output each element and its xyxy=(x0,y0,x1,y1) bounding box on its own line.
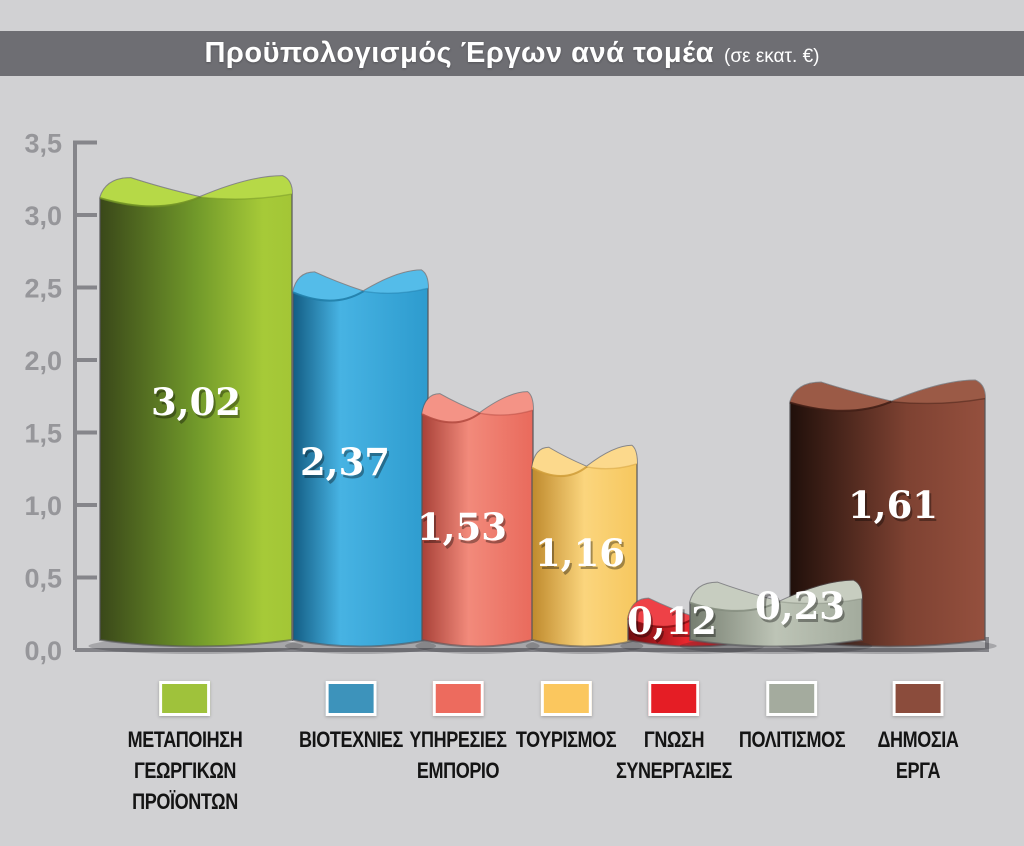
bar-cap-crease-right xyxy=(479,409,534,416)
bar-value-label: 3,02 xyxy=(151,380,241,424)
bar-value-label: 0,12 xyxy=(627,599,717,643)
y-tick-label: 3,0 xyxy=(24,201,62,231)
bar-value-label: 0,12 xyxy=(629,602,719,646)
bar-cap xyxy=(100,176,292,207)
bar-cap-crease-right xyxy=(779,597,863,605)
y-tick-label: 2,0 xyxy=(24,346,62,376)
bar-dimosia-erga xyxy=(778,379,997,654)
y-tick-label: 2,5 xyxy=(24,274,62,304)
bar-value-label: 1,16 xyxy=(537,534,627,578)
title-band: Προϋπολογισμός Έργων ανά τομέα (σε εκατ.… xyxy=(0,31,1024,76)
bar-value-label: 1,61 xyxy=(850,486,940,530)
bar-cap-crease-right xyxy=(586,463,638,470)
bar-cap-crease xyxy=(292,290,364,302)
bar-value-label: 1,16 xyxy=(535,531,625,575)
bar-metapoiisi-georgikon-proionton xyxy=(88,175,304,654)
y-tick-label: 0,0 xyxy=(24,636,62,666)
bar-cap-crease xyxy=(421,412,481,424)
y-tick-label: 1,5 xyxy=(24,419,62,449)
bar-value-label: 3,02 xyxy=(153,383,243,427)
bar-value-label: 0,23 xyxy=(755,584,845,628)
bar-politismos xyxy=(679,579,873,654)
bar-cap xyxy=(790,380,985,411)
bar-cap-crease-right xyxy=(199,193,293,200)
bar-cap xyxy=(293,270,428,301)
bar-cap-crease-right xyxy=(363,287,429,294)
bar-cap xyxy=(690,580,862,611)
bar-cap xyxy=(532,445,637,477)
chart-title-unit: (σε εκατ. €) xyxy=(724,46,820,67)
bar-cap-crease xyxy=(689,600,780,612)
bar-cap-crease xyxy=(789,400,892,412)
bar-value-label: 1,53 xyxy=(417,505,507,549)
bar-cap xyxy=(422,392,533,423)
bar-ypiresies-emporio xyxy=(415,391,540,654)
chart-title: Προϋπολογισμός Έργων ανά τομέα xyxy=(204,37,715,69)
bar-value-label: 2,37 xyxy=(300,440,390,484)
bar-tourismos xyxy=(525,444,644,654)
bar-value-label: 1,53 xyxy=(419,508,509,552)
y-tick-label: 0,5 xyxy=(24,564,62,594)
bar-value-label: 2,37 xyxy=(302,443,392,487)
bar-cap-crease xyxy=(99,196,201,208)
bar-cap-crease-right xyxy=(891,397,986,405)
y-tick-label: 1,0 xyxy=(24,491,62,521)
bar-value-label: 1,61 xyxy=(848,483,938,527)
axis-frame xyxy=(73,140,989,652)
bar-cap-crease xyxy=(531,466,588,478)
y-tick-label: 3,5 xyxy=(24,129,62,159)
bar-viotechnies xyxy=(284,269,437,654)
bar-value-label: 0,23 xyxy=(757,587,847,631)
